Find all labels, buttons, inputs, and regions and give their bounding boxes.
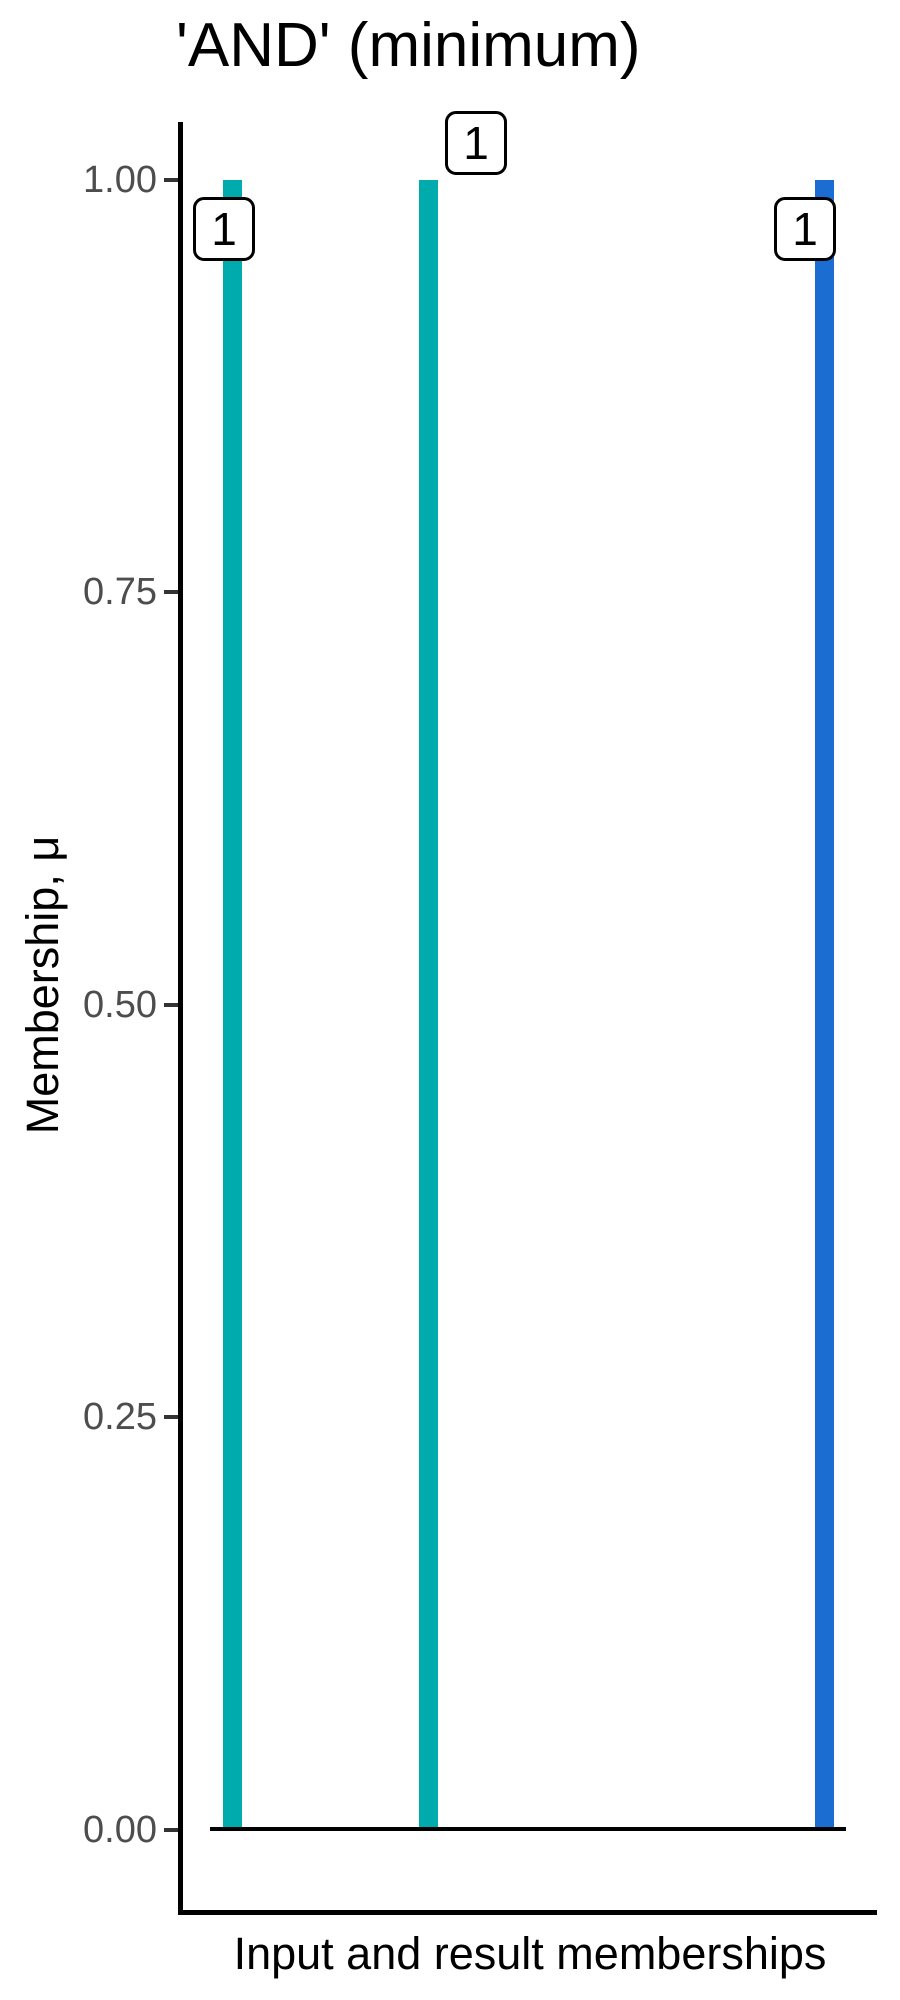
y-tick-mark — [164, 1003, 178, 1007]
zero-baseline — [210, 1827, 846, 1831]
y-tick-mark — [164, 590, 178, 594]
value-label: 1 — [211, 203, 237, 255]
value-label: 1 — [463, 117, 489, 169]
bar-input-membership-2 — [419, 180, 438, 1830]
y-tick-label: 0.50 — [83, 984, 157, 1026]
y-tick-label: 0.75 — [83, 571, 157, 613]
y-axis-title: Membership, μ — [17, 835, 68, 1135]
y-tick-label: 0.00 — [83, 1809, 157, 1851]
y-axis-line — [178, 122, 183, 1915]
y-tick-mark — [164, 1828, 178, 1832]
value-label-box: 1 — [193, 197, 255, 261]
y-tick-mark — [164, 1415, 178, 1419]
y-tick-label: 0.25 — [83, 1396, 157, 1438]
bar-input-membership-1 — [223, 180, 242, 1830]
x-axis-title: Input and result memberships — [233, 1928, 827, 1979]
value-label-box: 1 — [445, 111, 507, 175]
bar-result-membership — [815, 180, 834, 1830]
y-tick-mark — [164, 178, 178, 182]
y-tick-label: 1.00 — [83, 159, 157, 201]
chart-title: 'AND' (minimum) — [176, 11, 641, 80]
x-axis-line — [178, 1910, 877, 1915]
value-label: 1 — [792, 203, 818, 255]
value-label-box: 1 — [774, 197, 836, 261]
